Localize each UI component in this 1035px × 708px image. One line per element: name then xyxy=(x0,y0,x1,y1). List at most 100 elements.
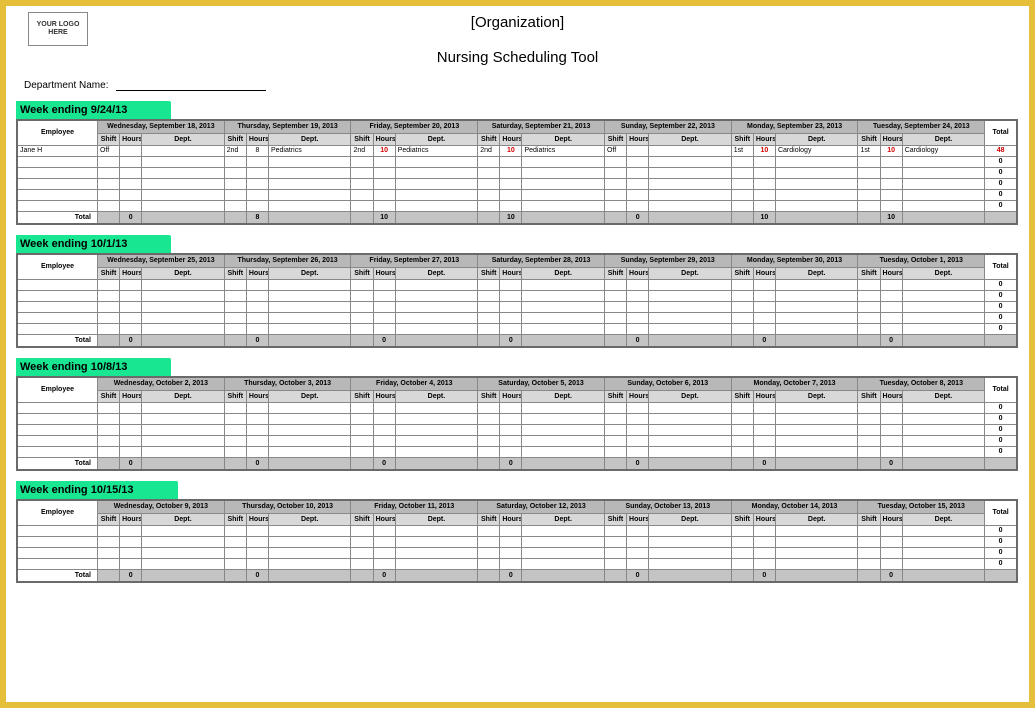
shift-cell[interactable] xyxy=(351,156,373,167)
dept-cell[interactable] xyxy=(649,558,732,569)
empty-row[interactable]: 0 xyxy=(17,279,1017,290)
shift-cell[interactable] xyxy=(858,189,880,200)
dept-cell[interactable] xyxy=(142,290,224,301)
dept-cell[interactable] xyxy=(522,525,604,536)
hours-cell[interactable] xyxy=(500,446,522,457)
hours-cell[interactable] xyxy=(753,167,775,178)
dept-cell[interactable] xyxy=(522,290,604,301)
hours-cell[interactable]: 10 xyxy=(373,145,395,156)
shift-cell[interactable] xyxy=(858,547,880,558)
shift-cell[interactable] xyxy=(731,424,753,435)
hours-cell[interactable] xyxy=(120,435,142,446)
hours-cell[interactable] xyxy=(627,189,649,200)
dept-cell[interactable] xyxy=(142,525,224,536)
dept-cell[interactable] xyxy=(268,156,351,167)
dept-cell[interactable]: Cardiology xyxy=(902,145,984,156)
shift-cell[interactable] xyxy=(604,413,626,424)
dept-cell[interactable] xyxy=(649,402,732,413)
shift-cell[interactable] xyxy=(224,424,246,435)
hours-cell[interactable] xyxy=(120,558,142,569)
hours-cell[interactable] xyxy=(120,189,142,200)
shift-cell[interactable] xyxy=(731,435,753,446)
shift-cell[interactable] xyxy=(224,189,246,200)
hours-cell[interactable] xyxy=(373,558,395,569)
dept-cell[interactable] xyxy=(775,413,857,424)
hours-cell[interactable] xyxy=(753,290,775,301)
dept-cell[interactable] xyxy=(142,167,225,178)
hours-cell[interactable] xyxy=(753,200,775,211)
dept-cell[interactable] xyxy=(522,189,605,200)
dept-cell[interactable] xyxy=(395,312,477,323)
hours-cell[interactable] xyxy=(246,435,268,446)
shift-cell[interactable] xyxy=(224,156,246,167)
hours-cell[interactable] xyxy=(246,167,268,178)
hours-cell[interactable] xyxy=(500,200,522,211)
shift-cell[interactable] xyxy=(731,279,753,290)
dept-cell[interactable] xyxy=(902,279,985,290)
hours-cell[interactable] xyxy=(500,402,522,413)
hours-cell[interactable] xyxy=(753,402,775,413)
dept-cell[interactable] xyxy=(902,200,984,211)
hours-cell[interactable] xyxy=(246,200,268,211)
shift-cell[interactable] xyxy=(858,279,880,290)
hours-cell[interactable] xyxy=(373,424,395,435)
hours-cell[interactable] xyxy=(373,178,395,189)
hours-cell[interactable] xyxy=(120,301,142,312)
dept-cell[interactable] xyxy=(649,435,732,446)
employee-cell[interactable] xyxy=(17,301,97,312)
shift-cell[interactable] xyxy=(351,189,373,200)
shift-cell[interactable] xyxy=(604,167,626,178)
dept-cell[interactable] xyxy=(775,446,857,457)
shift-cell[interactable] xyxy=(858,424,880,435)
shift-cell[interactable] xyxy=(478,290,500,301)
dept-cell[interactable] xyxy=(649,301,732,312)
hours-cell[interactable] xyxy=(373,189,395,200)
employee-cell[interactable] xyxy=(17,323,97,334)
hours-cell[interactable] xyxy=(753,156,775,167)
dept-cell[interactable] xyxy=(902,167,984,178)
hours-cell[interactable] xyxy=(627,200,649,211)
hours-cell[interactable] xyxy=(880,200,902,211)
shift-cell[interactable] xyxy=(97,536,119,547)
shift-cell[interactable] xyxy=(731,200,753,211)
hours-cell[interactable] xyxy=(120,167,142,178)
dept-cell[interactable] xyxy=(395,323,477,334)
shift-cell[interactable] xyxy=(858,536,880,547)
dept-cell[interactable] xyxy=(395,558,477,569)
shift-cell[interactable] xyxy=(224,547,246,558)
dept-cell[interactable] xyxy=(395,167,478,178)
dept-cell[interactable] xyxy=(142,402,224,413)
shift-cell[interactable] xyxy=(97,312,119,323)
hours-cell[interactable] xyxy=(373,435,395,446)
shift-cell[interactable] xyxy=(731,558,753,569)
empty-row[interactable]: 0 xyxy=(17,200,1017,211)
shift-cell[interactable] xyxy=(351,525,373,536)
employee-cell[interactable] xyxy=(17,189,97,200)
employee-cell[interactable] xyxy=(17,446,97,457)
dept-cell[interactable] xyxy=(522,413,604,424)
shift-cell[interactable] xyxy=(351,435,373,446)
hours-cell[interactable] xyxy=(120,402,142,413)
dept-cell[interactable] xyxy=(649,167,732,178)
dept-cell[interactable]: Cardiology xyxy=(775,145,858,156)
dept-cell[interactable] xyxy=(522,435,604,446)
hours-cell[interactable] xyxy=(373,323,395,334)
shift-cell[interactable] xyxy=(731,301,753,312)
empty-row[interactable]: 0 xyxy=(17,301,1017,312)
dept-cell[interactable] xyxy=(268,525,351,536)
hours-cell[interactable] xyxy=(627,536,649,547)
shift-cell[interactable] xyxy=(97,178,119,189)
dept-cell[interactable] xyxy=(649,145,732,156)
dept-cell[interactable] xyxy=(775,435,857,446)
dept-cell[interactable] xyxy=(775,200,858,211)
dept-cell[interactable] xyxy=(142,189,225,200)
shift-cell[interactable] xyxy=(97,167,119,178)
employee-cell[interactable] xyxy=(17,413,97,424)
dept-cell[interactable] xyxy=(649,279,732,290)
dept-cell[interactable] xyxy=(395,189,478,200)
shift-cell[interactable] xyxy=(604,156,626,167)
hours-cell[interactable] xyxy=(753,525,775,536)
hours-cell[interactable] xyxy=(246,547,268,558)
dept-cell[interactable] xyxy=(902,558,985,569)
dept-cell[interactable] xyxy=(649,178,732,189)
